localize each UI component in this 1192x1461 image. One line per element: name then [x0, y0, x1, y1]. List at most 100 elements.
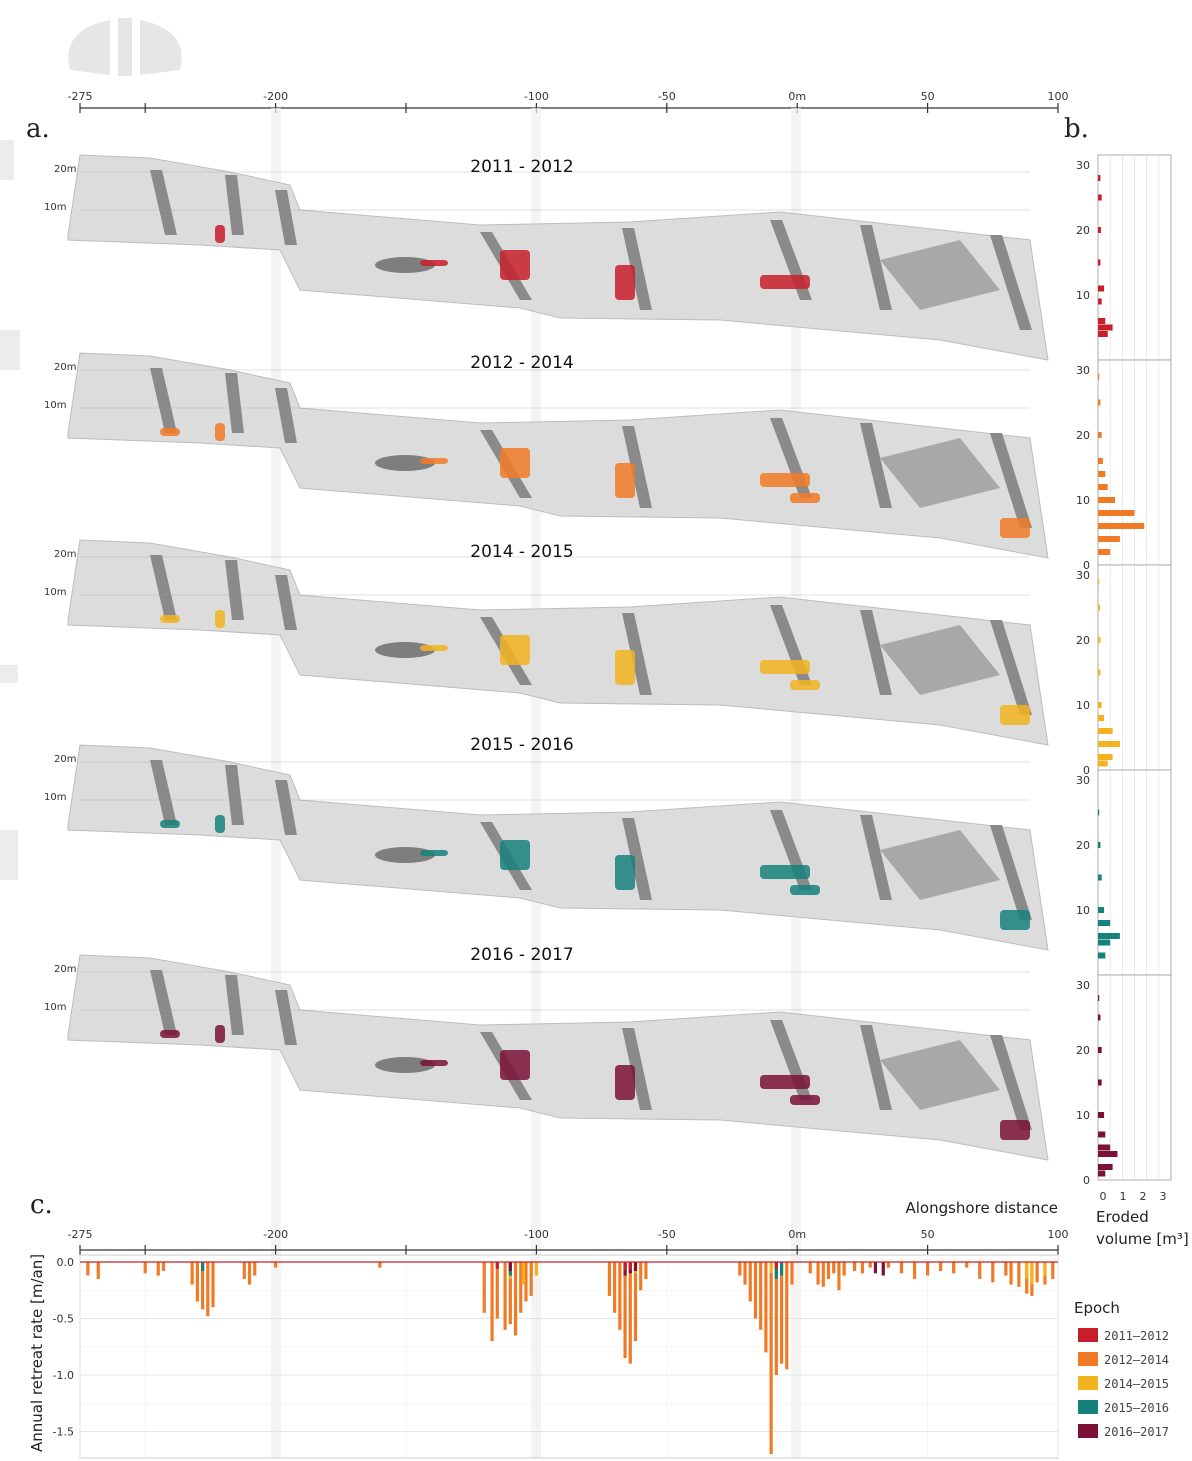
retreat-bar	[774, 1262, 778, 1375]
retreat-bar	[1035, 1262, 1039, 1283]
histogram-ytick: 30	[1076, 364, 1090, 377]
hist-xtick: 2	[1140, 1190, 1147, 1203]
cliff-gully	[860, 225, 892, 310]
histogram-bar	[1098, 458, 1103, 464]
cliff-gully	[990, 433, 1032, 528]
histogram-bar	[1098, 324, 1113, 331]
cliff-surface	[67, 539, 1049, 746]
retreat-bar	[628, 1262, 632, 1270]
erosion-patch	[615, 1065, 635, 1100]
histogram-ytick: 20	[1076, 224, 1090, 237]
cliff-gully	[860, 610, 892, 695]
retreat-bar	[247, 1262, 252, 1285]
retreat-bar	[912, 1262, 917, 1279]
erosion-patch	[1000, 1120, 1030, 1140]
histogram-bar	[1098, 952, 1106, 959]
legend-label: 2014–2015	[1104, 1377, 1169, 1391]
erosion-patch	[500, 448, 530, 478]
retreat-bar	[495, 1262, 499, 1319]
retreat-bar	[826, 1262, 831, 1279]
legend-swatch	[1078, 1400, 1098, 1414]
hist-xtick: 3	[1160, 1190, 1167, 1203]
hist-xlabel-line1: Eroded	[1096, 1208, 1149, 1226]
cliff-gully	[860, 815, 892, 900]
histogram-bar	[1098, 536, 1120, 542]
erosion-patch	[215, 423, 225, 441]
erosion-patch	[615, 265, 635, 300]
histogram-bar	[1098, 331, 1108, 337]
histogram-ytick: 30	[1076, 569, 1090, 582]
cliff-shadow	[880, 1040, 1000, 1110]
retreat-bar	[519, 1262, 523, 1313]
retreat-bar	[738, 1262, 742, 1276]
retreat-bar	[965, 1262, 969, 1268]
retreat-bar	[748, 1262, 752, 1302]
retreat-bar	[753, 1262, 758, 1319]
cliff-surface	[67, 154, 1049, 361]
cliff-gully	[990, 825, 1032, 920]
retreat-bar	[779, 1262, 784, 1364]
histogram-ytick: 20	[1076, 839, 1090, 852]
retreat-bar	[524, 1262, 528, 1302]
histogram-ytick: 0	[1083, 764, 1090, 777]
erosion-patch	[760, 473, 810, 487]
retreat-axis-tick-label: 0m	[788, 1228, 806, 1241]
retreat-bar	[274, 1262, 278, 1268]
hist-xtick: 0	[1100, 1190, 1107, 1203]
height-label-20m: 20m	[54, 549, 76, 560]
histogram-ytick: 10	[1076, 699, 1090, 712]
cliff-gully	[622, 613, 652, 695]
retreat-axis-tick-label: -100	[524, 1228, 549, 1241]
retreat-bar	[513, 1262, 518, 1336]
retreat-bar	[952, 1262, 956, 1274]
retreat-bar	[769, 1262, 773, 1455]
height-label-10m: 10m	[44, 202, 66, 213]
retreat-bar	[529, 1262, 533, 1296]
height-label-20m: 20m	[54, 362, 76, 373]
retreat-bar	[633, 1262, 638, 1342]
top-axis-tick-label: 100	[1048, 90, 1069, 103]
histogram-bar	[1098, 318, 1106, 324]
height-label-10m: 10m	[44, 587, 66, 598]
retreat-ytick: -1.5	[53, 1426, 74, 1439]
retreat-bar	[613, 1262, 617, 1313]
histogram-bar	[1098, 995, 1100, 1001]
legend-label: 2012–2014	[1104, 1353, 1169, 1367]
retreat-bar	[991, 1262, 995, 1283]
histogram-bar	[1098, 728, 1113, 734]
retreat-bar	[886, 1262, 891, 1268]
erosion-patch	[420, 458, 448, 464]
histogram-bar	[1098, 510, 1135, 516]
height-label-10m: 10m	[44, 400, 66, 411]
retreat-bar	[86, 1262, 90, 1276]
retreat-bar	[852, 1262, 857, 1272]
epoch-title: 2015 - 2016	[470, 735, 573, 755]
histogram-bar	[1098, 1014, 1101, 1021]
retreat-bar	[200, 1262, 205, 1272]
retreat-bar	[639, 1262, 643, 1291]
epoch-title: 2014 - 2015	[470, 542, 573, 562]
histogram-bar	[1098, 637, 1101, 643]
cliff-panel: 20m 10m 2014 - 2015	[44, 539, 1049, 746]
epoch-legend: Epoch 2011–2012 2012–2014 2014–2015 2015–20…	[1074, 1299, 1169, 1439]
histogram-bar	[1098, 1112, 1105, 1118]
retreat-bar	[759, 1262, 763, 1330]
top-axis-tick-label: 0m	[788, 90, 806, 103]
histogram-panel: 30 20 10	[1076, 154, 1172, 361]
retreat-bar	[211, 1262, 215, 1308]
histogram-bar	[1098, 1047, 1102, 1053]
panel-letter-b: b.	[1064, 114, 1089, 144]
retreat-bar	[534, 1262, 538, 1276]
histogram-panel: 30 20 10 0	[1076, 359, 1172, 572]
histogram-panel: 30 20 10 0	[1076, 564, 1172, 777]
erosion-patch	[760, 865, 810, 879]
retreat-ylabel: Annual retreat rate [m/an]	[28, 1254, 46, 1452]
retreat-bar	[816, 1262, 820, 1285]
watermark-logo	[68, 18, 182, 76]
epoch-title: 2011 - 2012	[470, 157, 573, 177]
cliff-gully	[990, 620, 1032, 715]
retreat-bar	[785, 1262, 789, 1370]
retreat-bar	[508, 1262, 512, 1272]
retreat-bar	[623, 1262, 627, 1359]
erosion-patch	[160, 428, 180, 436]
